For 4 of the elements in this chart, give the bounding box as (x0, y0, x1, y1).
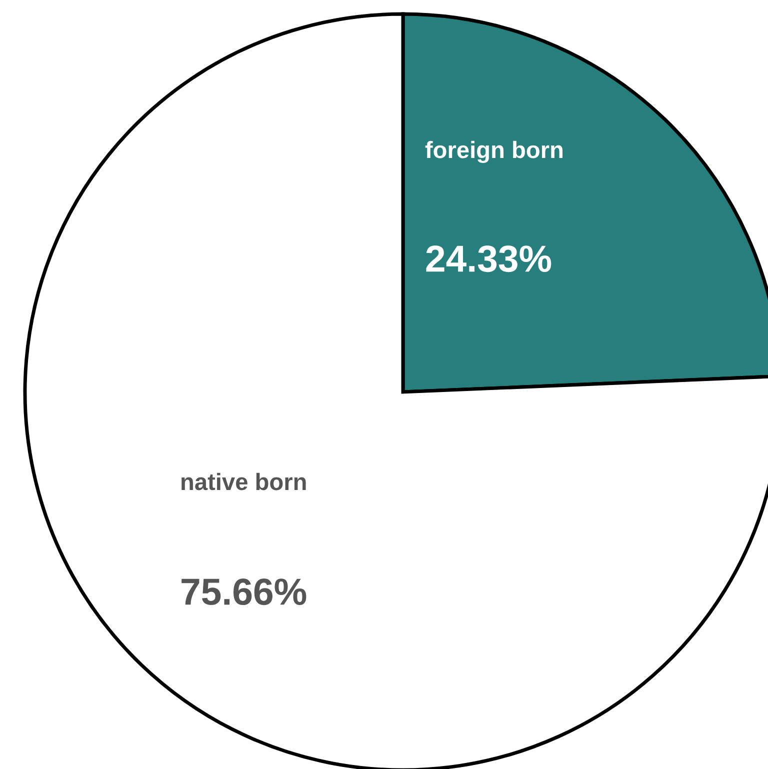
data-label: 75.66% (182, 578, 306, 606)
slice-label: native born (182, 472, 306, 490)
slice-label: foreign born (425, 140, 562, 164)
data-label: 24.33% (426, 245, 552, 272)
